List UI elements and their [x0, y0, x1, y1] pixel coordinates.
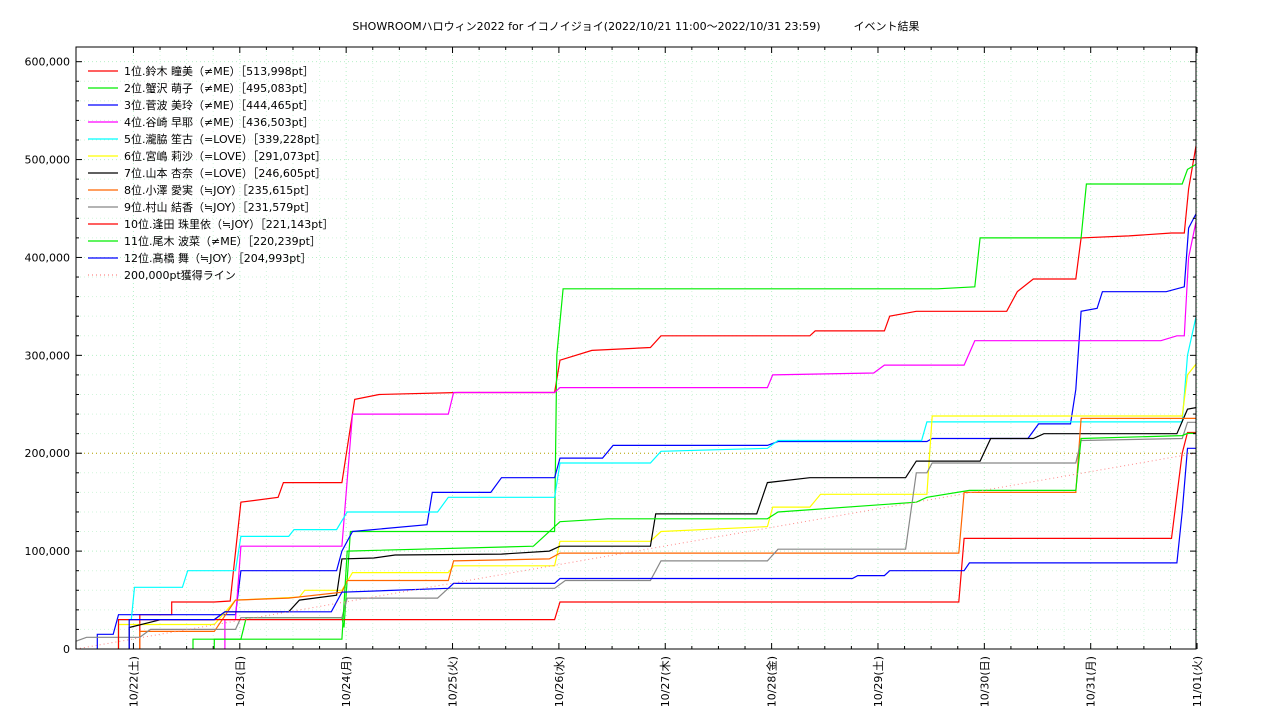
- series-line-9: [75, 421, 1196, 649]
- y-tick-label: 400,000: [25, 251, 71, 264]
- axis-ticks: 0 100,000 200,000 300,000 400,000 500,000 600,…: [25, 47, 1204, 707]
- series-line-5: [117, 316, 1197, 649]
- y-tick-label: 600,000: [25, 56, 71, 69]
- series-line-11: [213, 432, 1196, 649]
- legend-label: 9位.村山 結香（≒JOY）［231,579pt］: [124, 200, 316, 214]
- series-line-6: [117, 363, 1197, 649]
- legend-label: 8位.小澤 愛実（≒JOY）［235,615pt］: [124, 183, 316, 197]
- y-tick-label: 100,000: [25, 545, 71, 558]
- legend-label: 3位.菅波 美玲（≠ME）［444,465pt］: [124, 98, 314, 112]
- x-tick-label: 10/28(金): [765, 656, 779, 707]
- chart-title: SHOWROOMハロウィン2022 for イコノイジョイ(2022/10/21…: [352, 19, 919, 33]
- legend-label: 10位.逢田 珠里依（≒JOY）［221,143pt］: [124, 217, 334, 231]
- series-line-7: [128, 407, 1197, 649]
- x-tick-label: 11/01(火): [1191, 656, 1204, 707]
- y-tick-label: 300,000: [25, 349, 71, 362]
- legend-label: 1位.鈴木 瞳美（≠ME）［513,998pt］: [124, 64, 314, 78]
- x-tick-label: 10/27(木): [659, 656, 672, 707]
- series-line-13: [75, 452, 1197, 650]
- x-tick-label: 10/30(日): [978, 656, 991, 707]
- legend: 1位.鈴木 瞳美（≠ME）［513,998pt］ 2位.蟹沢 萌子（≠ME）［49…: [88, 64, 334, 282]
- y-tick-label: 500,000: [25, 154, 71, 167]
- x-tick-label: 10/29(土): [872, 656, 885, 707]
- legend-label: 2位.蟹沢 萌子（≠ME）［495,083pt］: [124, 81, 314, 95]
- series-line-1: [139, 145, 1197, 649]
- series-line-8: [139, 417, 1196, 649]
- series-line-4: [224, 221, 1197, 649]
- series-line-10: [117, 431, 1196, 649]
- series-line-12: [128, 447, 1196, 649]
- x-tick-label: 10/22(土): [127, 656, 140, 707]
- legend-label: 4位.谷崎 早耶（≠ME）［436,503pt］: [124, 115, 314, 129]
- series-line-2: [192, 163, 1197, 649]
- x-tick-label: 10/23(日): [234, 656, 247, 707]
- legend-label: 12位.髙橋 舞（≒JOY）［204,993pt］: [124, 251, 312, 265]
- x-tick-label: 10/24(月): [340, 656, 353, 707]
- legend-label: 6位.宮嶋 莉沙（=LOVE）［291,073pt］: [124, 149, 326, 163]
- legend-label: 5位.瀧脇 笙古（=LOVE）［339,228pt］: [124, 132, 326, 146]
- x-tick-label: 10/25(火): [447, 656, 460, 707]
- legend-label: 200,000pt獲得ライン: [124, 269, 236, 282]
- x-tick-label: 10/26(水): [553, 656, 566, 707]
- plot-frame: [75, 46, 1197, 650]
- y-tick-label: 0: [63, 643, 70, 656]
- y-tick-label: 200,000: [25, 447, 71, 460]
- series-line-3: [96, 213, 1197, 649]
- series-lines: [75, 145, 1197, 650]
- x-tick-label: 10/31(月): [1085, 656, 1098, 707]
- legend-label: 7位.山本 杏奈（=LOVE）［246,605pt］: [124, 166, 326, 180]
- legend-label: 11位.尾木 波菜（≠ME）［220,239pt］: [124, 234, 321, 248]
